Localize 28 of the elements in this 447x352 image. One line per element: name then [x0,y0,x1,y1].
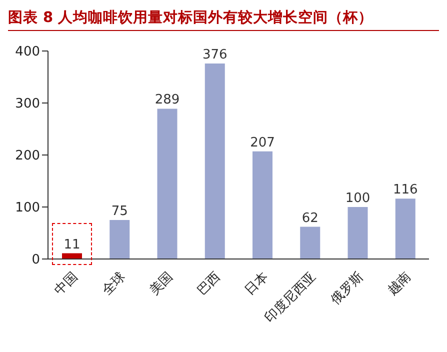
data-label: 100 [345,191,370,206]
data-label: 62 [302,210,318,226]
y-tick-label: 200 [15,148,40,164]
data-label: 289 [154,92,180,108]
x-tick-label: 巴西 [194,269,224,298]
bar [204,63,225,259]
x-tick-label: 俄罗斯 [328,269,367,308]
x-tick-label: 越南 [385,269,414,298]
data-label: 207 [250,135,275,150]
bar [252,151,273,259]
y-tick-label: 400 [15,44,40,60]
chart-title: 图表 8 人均咖啡饮用量对标国外有较大增长空间（杯） [8,8,439,31]
x-tick-label: 美国 [146,268,176,298]
x-tick-label: 日本 [242,269,272,298]
bar [157,108,178,259]
data-label: 376 [202,47,228,62]
data-label: 11 [64,237,80,252]
data-label: 116 [392,182,418,198]
bar [395,198,416,259]
x-tick-label: 全球 [99,269,128,298]
y-tick-label: 100 [15,200,40,216]
bar [348,207,368,259]
bar [110,220,130,259]
y-tick-label: 0 [32,252,40,268]
data-label: 75 [111,204,128,219]
bar [300,226,320,259]
x-tick-label: 中国 [52,269,81,298]
y-tick-label: 300 [15,96,40,112]
